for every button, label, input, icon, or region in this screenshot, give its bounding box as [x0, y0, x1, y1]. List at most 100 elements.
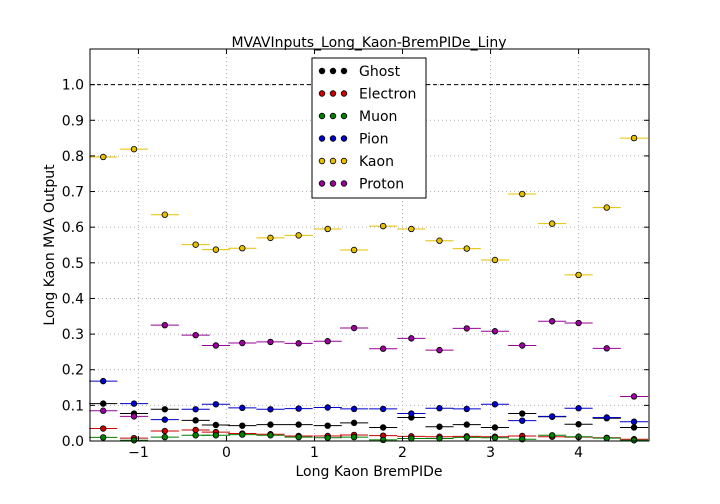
legend-marker — [329, 112, 337, 120]
legend-marker — [329, 180, 337, 187]
data-point — [350, 405, 358, 413]
legend-marker — [340, 90, 348, 97]
data-point — [100, 400, 107, 407]
data-point — [463, 434, 470, 441]
data-point — [491, 328, 499, 335]
series-pion — [89, 377, 649, 425]
axis-ticks — [90, 49, 649, 442]
x-tick-label: 2 — [398, 445, 407, 461]
data-point — [212, 246, 220, 253]
data-point — [603, 204, 610, 211]
legend-marker — [329, 157, 337, 165]
legend-marker — [340, 157, 348, 165]
data-point — [192, 417, 199, 424]
x-tick-label: 0 — [222, 445, 231, 461]
x-tick-labels: −1 0 1 2 3 4 — [128, 445, 583, 461]
data-point — [192, 241, 199, 248]
x-tick-label: 1 — [310, 445, 319, 461]
data-point — [575, 319, 582, 327]
grid — [90, 49, 649, 442]
data-points — [89, 134, 649, 444]
data-point — [324, 225, 331, 233]
legend-label: Muon — [359, 109, 397, 125]
plot-frame — [89, 48, 650, 442]
legend-label: Electron — [359, 87, 416, 103]
data-point — [491, 434, 499, 441]
data-point — [630, 424, 638, 431]
x-axis-title: Long Kaon BremPIDe — [296, 464, 443, 480]
legend-box — [311, 57, 427, 199]
legend-marker — [340, 180, 348, 187]
data-point — [295, 421, 302, 428]
data-point — [350, 433, 358, 441]
data-point — [239, 431, 246, 438]
data-point — [575, 405, 582, 412]
data-point — [548, 432, 556, 439]
data-point — [436, 346, 443, 354]
y-tick-label: 0.6 — [62, 220, 84, 236]
legend-marker — [340, 112, 348, 120]
data-point — [212, 421, 220, 429]
y-tick-label: 0.3 — [62, 327, 84, 343]
data-point — [161, 427, 169, 435]
data-point — [161, 406, 169, 413]
data-point — [130, 145, 138, 153]
data-point — [350, 419, 358, 427]
legend-marker — [329, 135, 337, 142]
data-point — [379, 345, 387, 352]
data-point — [463, 421, 470, 428]
legend-marker — [318, 157, 326, 165]
legend-item-proton: Proton — [318, 177, 404, 193]
y-tick-label: 0.0 — [62, 434, 84, 450]
legend-marker — [340, 135, 348, 142]
y-axis-title: Long Kaon MVA Output — [42, 164, 58, 326]
data-point — [267, 421, 274, 428]
legend-marker — [318, 67, 326, 75]
series-muon — [89, 431, 649, 444]
data-point — [161, 433, 169, 441]
legend-marker — [329, 67, 337, 75]
y-tick-label: 0.2 — [62, 363, 84, 379]
data-point — [212, 401, 220, 408]
data-point — [161, 416, 169, 423]
data-point — [519, 417, 526, 424]
data-point — [295, 433, 302, 441]
data-point — [100, 425, 107, 432]
data-point — [630, 134, 638, 142]
data-point — [267, 338, 274, 346]
x-tick-label: 4 — [574, 445, 583, 461]
legend-item-muon: Muon — [318, 109, 397, 125]
x-tick-label: −1 — [128, 445, 149, 461]
data-point — [130, 437, 138, 444]
legend-marker — [329, 90, 337, 97]
legend: Ghost Electron Muon Pion Kaon Proton — [311, 57, 427, 199]
legend-label: Pion — [359, 132, 388, 148]
data-point — [491, 424, 499, 431]
data-point — [379, 436, 387, 444]
data-point — [100, 434, 107, 441]
legend-item-pion: Pion — [318, 132, 388, 148]
legend-label: Kaon — [359, 154, 394, 170]
legend-label: Proton — [359, 177, 404, 193]
data-point — [630, 437, 638, 444]
data-point — [575, 421, 582, 428]
x-tick-label: 3 — [486, 445, 495, 461]
data-point — [436, 237, 443, 244]
y-tick-label: 1.0 — [62, 78, 84, 94]
legend-item-ghost: Ghost — [318, 64, 401, 80]
data-point — [324, 422, 331, 429]
data-point — [603, 414, 610, 421]
chart-title: MVAVInputs_Long_Kaon-BremPIDe_Liny — [231, 35, 506, 51]
data-point — [519, 190, 526, 198]
data-point — [239, 422, 246, 429]
data-point — [519, 410, 526, 417]
data-point — [491, 401, 499, 408]
y-tick-label: 0.5 — [62, 256, 84, 272]
data-point — [463, 245, 470, 252]
data-point — [324, 434, 331, 441]
data-point — [100, 407, 107, 414]
data-point — [267, 234, 274, 242]
data-point — [630, 418, 638, 425]
data-point — [519, 342, 526, 349]
